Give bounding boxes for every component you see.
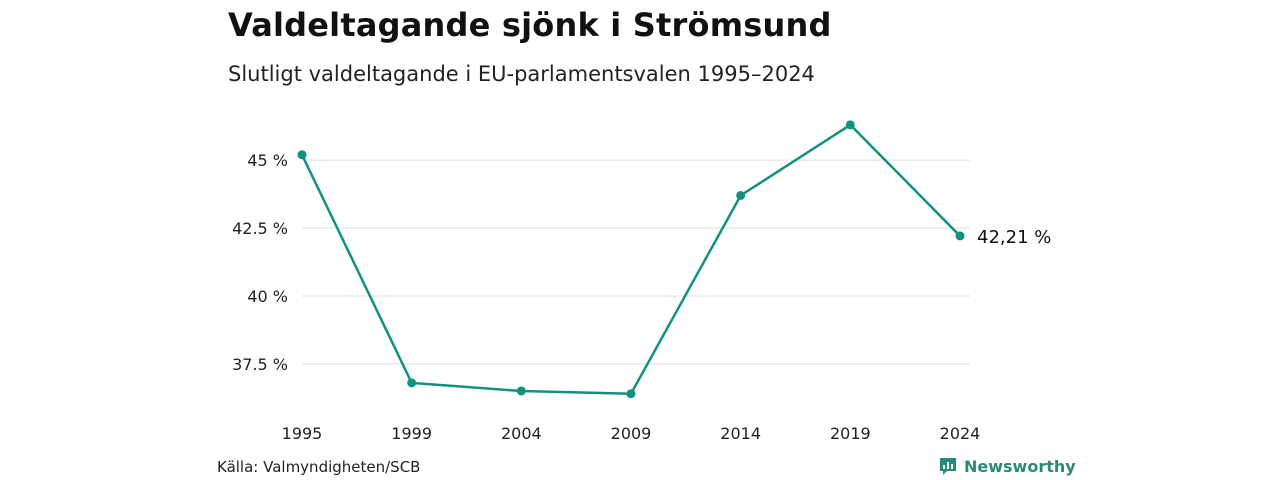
y-tick-label: 45 % <box>247 151 288 170</box>
data-point <box>736 190 746 200</box>
x-tick-label: 2014 <box>720 424 761 443</box>
source-note: Källa: Valmyndigheten/SCB <box>217 458 421 476</box>
end-value-label: 42,21 % <box>977 227 1051 248</box>
data-point <box>955 231 965 241</box>
y-tick-label: 40 % <box>247 287 288 306</box>
chart-subtitle: Slutligt valdeltagande i EU-parlamentsva… <box>228 62 815 86</box>
x-tick-label: 1999 <box>391 424 432 443</box>
series-line <box>300 123 962 395</box>
brand-name: Newsworthy <box>964 456 1076 476</box>
data-point <box>845 120 855 130</box>
newsworthy-icon <box>940 458 956 475</box>
x-tick-label: 1995 <box>282 424 323 443</box>
data-point <box>516 386 526 396</box>
x-tick-label: 2019 <box>830 424 871 443</box>
y-tick-label: 37.5 % <box>232 355 288 374</box>
data-point <box>297 150 307 160</box>
y-tick-label: 42.5 % <box>232 219 288 238</box>
data-point <box>626 389 636 399</box>
x-tick-label: 2024 <box>940 424 981 443</box>
brand-logo: Newsworthy <box>938 456 1076 476</box>
chart-title: Valdeltagande sjönk i Strömsund <box>228 6 832 44</box>
x-tick-label: 2009 <box>611 424 652 443</box>
data-point <box>407 378 417 388</box>
x-tick-label: 2004 <box>501 424 542 443</box>
